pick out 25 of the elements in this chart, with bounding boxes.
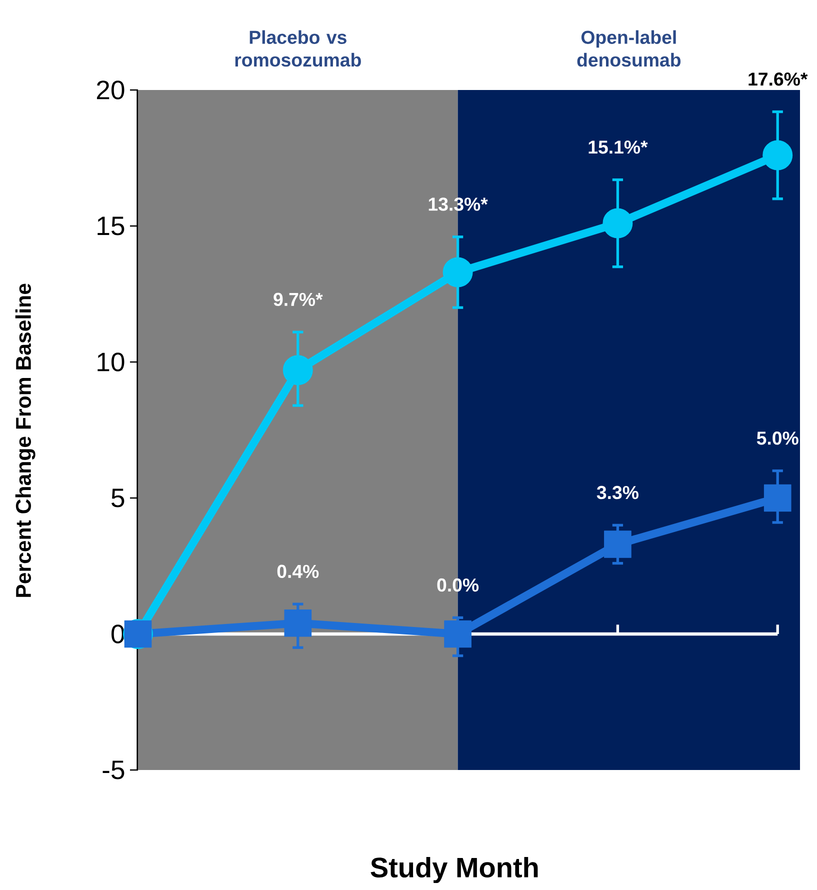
- data-label: 3.3%: [596, 486, 638, 500]
- point: [604, 530, 632, 558]
- y-tick-label: 5: [112, 488, 124, 508]
- data-label: 13.3%*: [428, 198, 488, 211]
- data-label: 17.6%*: [748, 72, 808, 86]
- data-label: 5.0%: [756, 432, 798, 445]
- point: [602, 208, 633, 238]
- data-label: 9.7%*: [274, 292, 323, 306]
- text: Placebo vs romosozumab: [235, 30, 361, 67]
- point: [442, 257, 473, 288]
- data-label: 0.4%: [277, 564, 319, 578]
- x-axis-title: Study Month: [370, 856, 538, 884]
- data-label: 15.1%*: [588, 140, 648, 154]
- point: [284, 609, 312, 637]
- point: [282, 355, 313, 386]
- point: [764, 484, 792, 512]
- y-tick-label: -5: [102, 760, 124, 780]
- y-tick-label: 15: [98, 216, 124, 236]
- text: Open-label denosumab: [577, 30, 681, 67]
- y-tick-label: 10: [98, 352, 124, 372]
- point: [762, 140, 793, 170]
- y-tick-label: 20: [96, 80, 124, 100]
- y-axis-title: Percent Change From Baseline: [15, 284, 36, 597]
- y-tick-label: 0: [112, 624, 124, 644]
- point: [444, 620, 472, 648]
